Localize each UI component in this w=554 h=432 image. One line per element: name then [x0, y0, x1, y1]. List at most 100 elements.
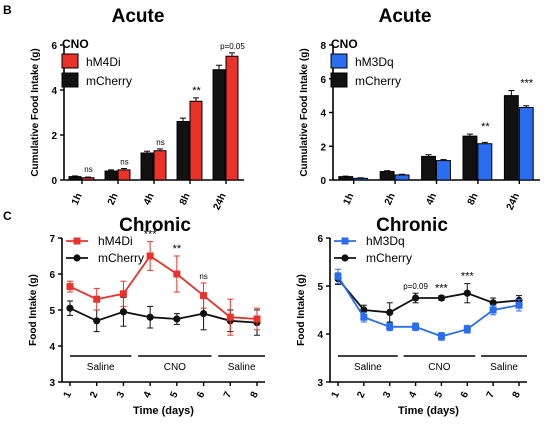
- significance-label: ***: [520, 78, 534, 90]
- bar-hm4di: [117, 169, 131, 181]
- significance-label: ***: [435, 283, 449, 295]
- y-axis-label: Food Intake (g): [28, 274, 39, 346]
- y-tick-label: 5: [317, 282, 323, 293]
- data-point: [515, 301, 523, 309]
- data-point: [66, 283, 74, 291]
- data-point: [199, 310, 208, 318]
- data-point: [119, 290, 127, 298]
- data-point: [200, 292, 208, 300]
- data-point: [437, 294, 446, 302]
- data-point: [360, 306, 368, 314]
- data-point: [411, 294, 420, 302]
- data-point: [226, 313, 234, 321]
- y-tick-label: 3: [317, 378, 323, 389]
- data-point: [412, 323, 420, 331]
- y-tick-label: 6: [317, 234, 323, 245]
- data-point: [360, 313, 368, 321]
- x-tick-label: 3: [115, 390, 128, 400]
- series-line-hm3dq: [337, 275, 520, 338]
- bar-hm4di: [225, 55, 239, 181]
- bar-mcherry: [176, 121, 190, 181]
- bar-hm3dq: [518, 106, 534, 181]
- legend-label: mCherry: [86, 74, 132, 88]
- y-tick-label: 4: [51, 86, 57, 97]
- significance-label: ns: [156, 138, 164, 147]
- data-point: [386, 308, 394, 316]
- data-point: [253, 315, 261, 323]
- bar-mcherry: [104, 170, 118, 181]
- phase-label: Saline: [490, 362, 518, 373]
- data-point: [463, 289, 471, 297]
- bar-mcherry: [338, 176, 354, 181]
- y-tick-label: 6: [51, 41, 57, 52]
- phase-label: CNO: [164, 362, 186, 373]
- legend-swatch: [61, 53, 79, 69]
- data-point: [489, 299, 497, 307]
- chart-b-left: Acute 0 2 4 6 Cumulative Food Intake (g) 1h ns 2…: [30, 6, 245, 212]
- data-point: [334, 272, 342, 280]
- bar-mcherry: [503, 95, 519, 181]
- bar-mcherry: [462, 135, 478, 181]
- phase-label: Saline: [354, 362, 382, 373]
- x-tick-label: 8: [511, 390, 524, 400]
- x-tick-label: 7: [485, 390, 498, 400]
- data-point: [146, 252, 154, 260]
- bar-mcherry: [140, 152, 154, 181]
- bar-mcherry: [379, 171, 395, 181]
- legend-label: mCherry: [355, 74, 401, 88]
- legend-title: CNO: [62, 37, 89, 51]
- x-tick-label: 1: [62, 390, 75, 400]
- x-tick-label: 1h: [70, 192, 85, 207]
- x-tick-label: 1: [330, 390, 343, 400]
- significance-label: ns: [199, 272, 207, 281]
- phase-label: CNO: [428, 362, 450, 373]
- x-axis-label: Time (days): [133, 405, 194, 417]
- chart-b-right: Acute 0 2 4 6 8 Cumulative Food Intake (g) 1h 2h…: [299, 6, 540, 212]
- y-axis-label: Cumulative Food Intake (g): [30, 48, 41, 176]
- x-tick-label: 1h: [342, 192, 357, 207]
- y-tick-label: 6: [320, 75, 326, 86]
- y-tick-label: 4: [317, 330, 323, 341]
- bar-hm4di: [153, 150, 167, 181]
- legend-marker: [341, 254, 349, 262]
- data-point: [173, 315, 181, 323]
- legend-swatch: [61, 72, 79, 88]
- x-tick-label: 4: [142, 390, 155, 400]
- bar-mcherry: [68, 176, 82, 181]
- legend-label: mCherry: [98, 251, 144, 265]
- legend-label: hM4Di: [86, 55, 121, 69]
- x-tick-label: 3: [381, 390, 394, 400]
- bar-mcherry: [421, 155, 437, 181]
- y-axis-label: Cumulative Food Intake (g): [299, 48, 310, 176]
- legend-label: hM3Dq: [366, 234, 405, 248]
- significance-label: ***: [461, 271, 475, 283]
- y-tick-label: 3: [49, 378, 55, 389]
- x-tick-label: 24h: [505, 192, 522, 212]
- y-tick-label: 0: [320, 176, 326, 187]
- y-tick-label: 5: [49, 306, 55, 317]
- series-line-hm4di: [69, 254, 258, 320]
- x-tick-label: 2: [88, 390, 101, 400]
- legend-swatch: [330, 53, 348, 69]
- chart-c-left: Chronic 3 4 5 6 7 Food Intake (g) 1 2 3 4 5 6 7 8 Time …: [28, 215, 265, 417]
- x-tick-label: 4: [407, 390, 420, 400]
- x-tick-label: 6: [195, 390, 208, 400]
- data-point: [173, 270, 181, 278]
- y-tick-label: 6: [49, 270, 55, 281]
- bar-hm3dq: [394, 174, 410, 181]
- significance-label: p=0.05: [220, 42, 245, 51]
- significance-label: ns: [84, 165, 92, 174]
- x-tick-label: 6: [459, 390, 472, 400]
- data-point: [119, 308, 128, 316]
- x-tick-label: 2h: [106, 192, 121, 207]
- x-tick-label: 4h: [142, 192, 157, 207]
- data-point: [93, 317, 101, 325]
- bar-mcherry: [212, 69, 226, 181]
- significance-label: **: [173, 243, 182, 255]
- panel-label-c: C: [3, 209, 12, 223]
- x-axis-label: Time (days): [398, 405, 459, 417]
- significance-label: **: [481, 121, 490, 133]
- legend-marker: [73, 237, 81, 245]
- x-tick-label: 8: [249, 390, 262, 400]
